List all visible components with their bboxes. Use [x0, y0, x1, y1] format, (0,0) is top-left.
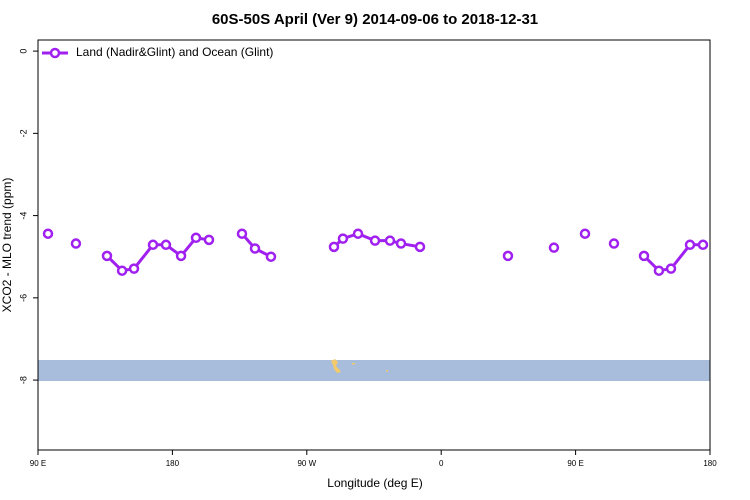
point [160, 239, 172, 251]
x-axis-label: Longitude (deg E) [327, 476, 422, 490]
y-tick-label: -6 [18, 294, 28, 302]
point [337, 233, 349, 244]
land-patch [352, 363, 355, 365]
x-tick-label: 90 W [297, 459, 316, 468]
point [249, 243, 261, 254]
y-tick-label: -2 [18, 129, 28, 137]
point [608, 238, 620, 249]
y-axis-label: XCO2 - MLO trend (ppm) [0, 178, 14, 313]
point [653, 265, 665, 276]
x-tick-label: 90 E [30, 459, 46, 468]
point [70, 238, 82, 249]
point [265, 251, 277, 262]
point [203, 234, 215, 246]
point [42, 228, 54, 239]
point [328, 241, 340, 253]
point [116, 265, 128, 276]
y-tick-label: 0 [18, 49, 28, 54]
point [414, 241, 426, 253]
y-tick-label: -8 [18, 376, 28, 384]
point [638, 250, 650, 262]
point [548, 242, 560, 253]
legend-marker [49, 47, 61, 59]
point [384, 235, 396, 246]
point [190, 232, 202, 244]
x-tick-label: 90 E [567, 459, 583, 468]
land-patch [386, 370, 388, 372]
point [101, 250, 113, 262]
point [128, 263, 140, 274]
point [579, 228, 591, 239]
point [236, 228, 248, 239]
chart-title: 60S-50S April (Ver 9) 2014-09-06 to 2018… [212, 11, 538, 28]
point [369, 235, 381, 246]
point [352, 228, 364, 239]
y-tick-label: -4 [18, 212, 28, 220]
map-strip [38, 360, 710, 381]
point [665, 263, 677, 274]
point [147, 239, 159, 251]
point [502, 250, 514, 262]
point [175, 250, 187, 262]
land-patch [331, 359, 341, 373]
x-tick-label: 0 [439, 459, 444, 468]
x-tick-label: 180 [703, 459, 717, 468]
x-tick-label: 180 [166, 459, 180, 468]
point [395, 238, 407, 249]
point [697, 239, 709, 251]
point [684, 239, 696, 251]
legend-label: Land (Nadir&Glint) and Ocean (Glint) [76, 45, 273, 59]
plot-frame [37, 39, 711, 451]
